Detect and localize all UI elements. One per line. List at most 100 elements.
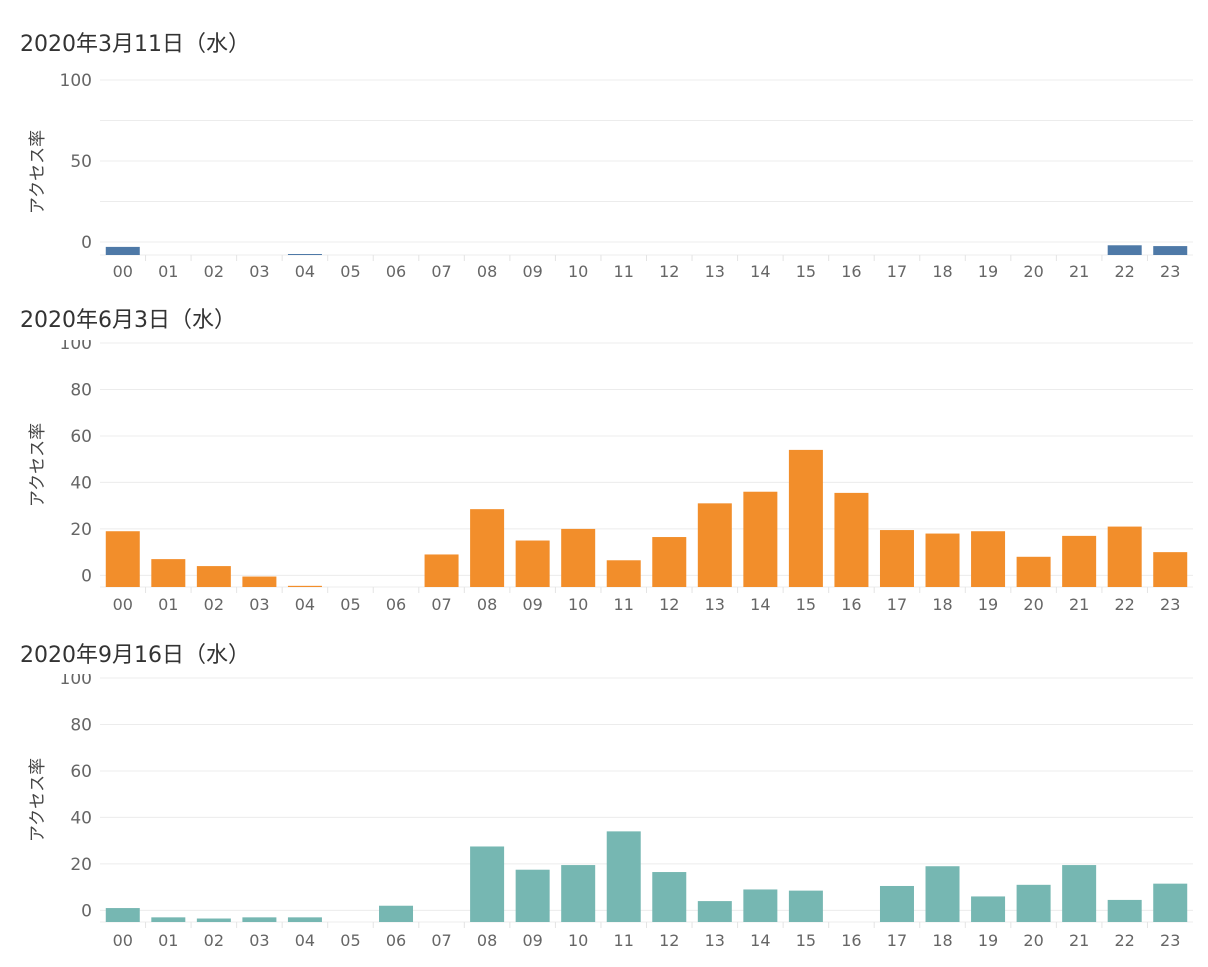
x-tick-label: 15 bbox=[796, 595, 816, 614]
x-tick-label: 10 bbox=[568, 931, 588, 950]
x-tick-label: 14 bbox=[750, 262, 770, 281]
bar-22 bbox=[1107, 245, 1142, 255]
x-tick-label: 13 bbox=[705, 262, 725, 281]
y-tick-label: 20 bbox=[70, 855, 92, 875]
bar-16 bbox=[834, 492, 869, 587]
bar-23 bbox=[1153, 552, 1188, 587]
panel2-title: 2020年6月3日（水） bbox=[20, 308, 236, 333]
bar-13 bbox=[697, 901, 732, 922]
x-tick-label: 16 bbox=[841, 262, 861, 281]
x-tick-label: 06 bbox=[386, 262, 406, 281]
bar-10 bbox=[561, 528, 596, 587]
bar-02 bbox=[196, 918, 231, 922]
x-tick-label: 00 bbox=[113, 931, 133, 950]
x-tick-label: 07 bbox=[431, 262, 451, 281]
bar-11 bbox=[606, 560, 641, 587]
x-tick-label: 07 bbox=[431, 595, 451, 614]
bar-01 bbox=[151, 917, 186, 922]
x-tick-label: 21 bbox=[1069, 931, 1089, 950]
x-tick-label: 14 bbox=[750, 931, 770, 950]
bar-21 bbox=[1062, 535, 1097, 587]
y-tick-label: 60 bbox=[70, 427, 92, 447]
x-tick-label: 21 bbox=[1069, 262, 1089, 281]
x-tick-label: 18 bbox=[932, 262, 952, 281]
bar-13 bbox=[697, 503, 732, 587]
bar-19 bbox=[971, 896, 1006, 922]
x-tick-label: 05 bbox=[340, 595, 360, 614]
x-tick-label: 22 bbox=[1115, 931, 1135, 950]
x-tick-label: 20 bbox=[1023, 595, 1043, 614]
bar-21 bbox=[1062, 865, 1097, 922]
x-tick-label: 20 bbox=[1023, 262, 1043, 281]
x-tick-label: 10 bbox=[568, 595, 588, 614]
x-tick-label: 04 bbox=[295, 262, 315, 281]
x-tick-label: 01 bbox=[158, 262, 178, 281]
panel1-title: 2020年3月11日（水） bbox=[20, 32, 250, 57]
bar-14 bbox=[743, 491, 778, 587]
bar-00 bbox=[105, 531, 140, 587]
x-tick-label: 14 bbox=[750, 595, 770, 614]
bar-10 bbox=[561, 865, 596, 922]
x-tick-label: 02 bbox=[204, 262, 224, 281]
x-tick-label: 07 bbox=[431, 931, 451, 950]
bar-15 bbox=[788, 449, 823, 587]
x-tick-label: 16 bbox=[841, 595, 861, 614]
x-tick-label: 04 bbox=[295, 595, 315, 614]
x-tick-label: 23 bbox=[1160, 262, 1180, 281]
x-tick-label: 06 bbox=[386, 595, 406, 614]
y-tick-label: 80 bbox=[70, 380, 92, 400]
bar-12 bbox=[652, 872, 687, 922]
x-tick-label: 19 bbox=[978, 262, 998, 281]
bar-09 bbox=[515, 540, 550, 587]
x-tick-label: 04 bbox=[295, 931, 315, 950]
bar-06 bbox=[379, 905, 414, 922]
bar-08 bbox=[470, 509, 505, 587]
x-tick-label: 03 bbox=[249, 931, 269, 950]
bar-01 bbox=[151, 559, 186, 587]
x-tick-label: 11 bbox=[614, 931, 634, 950]
y-axis-label: アクセス率 bbox=[28, 758, 48, 842]
y-tick-label: 80 bbox=[70, 715, 92, 735]
x-tick-label: 05 bbox=[340, 262, 360, 281]
bar-04 bbox=[287, 917, 322, 922]
x-tick-label: 06 bbox=[386, 931, 406, 950]
x-tick-label: 09 bbox=[522, 262, 542, 281]
x-tick-label: 15 bbox=[796, 262, 816, 281]
y-tick-label: 20 bbox=[70, 520, 92, 540]
y-tick-label: 100 bbox=[60, 340, 92, 354]
y-tick-label: 40 bbox=[70, 473, 92, 493]
x-tick-label: 21 bbox=[1069, 595, 1089, 614]
y-tick-label: 60 bbox=[70, 762, 92, 782]
bar-03 bbox=[242, 576, 277, 587]
x-tick-label: 10 bbox=[568, 262, 588, 281]
x-tick-label: 09 bbox=[522, 931, 542, 950]
x-tick-label: 02 bbox=[204, 595, 224, 614]
bar-23 bbox=[1153, 246, 1188, 255]
x-tick-label: 13 bbox=[705, 931, 725, 950]
x-tick-label: 01 bbox=[158, 595, 178, 614]
x-tick-label: 03 bbox=[249, 595, 269, 614]
bar-11 bbox=[606, 831, 641, 922]
y-tick-label: 50 bbox=[70, 152, 92, 172]
y-axis-label: アクセス率 bbox=[28, 423, 48, 507]
x-tick-label: 03 bbox=[249, 262, 269, 281]
x-tick-label: 17 bbox=[887, 262, 907, 281]
bar-07 bbox=[424, 554, 459, 587]
bar-22 bbox=[1107, 526, 1142, 587]
bar-02 bbox=[196, 566, 231, 587]
chart-march-11: 0 50 100 アクセス率 00 01 02 03 04 05 06 07 08 09 10 11 12 13 1… bbox=[28, 71, 1193, 281]
y-axis-label: アクセス率 bbox=[28, 130, 48, 214]
x-tick-label: 09 bbox=[522, 595, 542, 614]
x-tick-label: 11 bbox=[614, 595, 634, 614]
y-tick-label: 0 bbox=[81, 233, 92, 253]
x-tick-label: 05 bbox=[340, 931, 360, 950]
x-tick-label: 17 bbox=[887, 931, 907, 950]
x-tick-label: 02 bbox=[204, 931, 224, 950]
bar-04 bbox=[287, 585, 322, 587]
x-tick-label: 19 bbox=[978, 595, 998, 614]
x-tick-label: 18 bbox=[932, 595, 952, 614]
bar-03 bbox=[242, 917, 277, 922]
bar-12 bbox=[652, 537, 687, 587]
x-tick-label: 00 bbox=[113, 595, 133, 614]
x-tick-label: 01 bbox=[158, 931, 178, 950]
